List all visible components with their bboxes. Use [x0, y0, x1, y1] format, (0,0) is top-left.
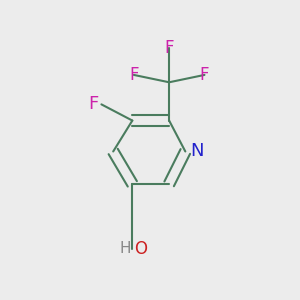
Text: F: F — [88, 95, 98, 113]
Text: F: F — [129, 66, 139, 84]
Text: H: H — [119, 241, 131, 256]
Text: O: O — [134, 240, 147, 258]
Text: N: N — [190, 142, 203, 160]
Text: F: F — [200, 66, 209, 84]
Text: F: F — [164, 39, 174, 57]
